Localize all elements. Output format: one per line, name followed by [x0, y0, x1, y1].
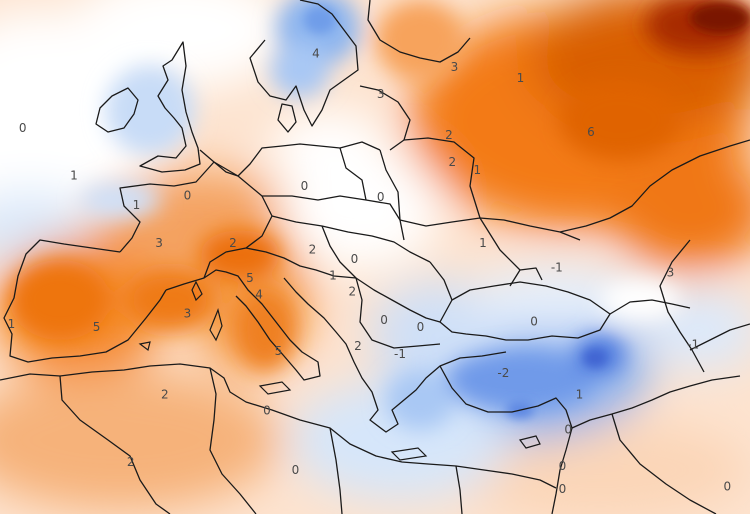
anomaly-label: 0: [564, 423, 572, 437]
anomaly-label: 0: [559, 482, 567, 496]
anomaly-label: 0: [377, 190, 385, 204]
anomaly-label: 0: [559, 459, 567, 473]
anomaly-label: 0: [292, 463, 300, 477]
anomaly-label: 1: [133, 198, 141, 212]
anomaly-label: 2: [309, 243, 317, 257]
anomaly-label: 0: [19, 121, 27, 135]
anomaly-label: 1: [473, 163, 481, 177]
anomaly-label: 0: [380, 313, 388, 327]
anomaly-label: 6: [587, 125, 595, 139]
anomaly-label: 2: [448, 155, 456, 169]
anomaly-label: 3: [184, 306, 192, 320]
anomaly-label: 0: [301, 179, 309, 193]
islands: [138, 280, 541, 461]
anomaly-label: 1: [70, 168, 78, 182]
anomaly-label: 1: [329, 268, 337, 282]
anomaly-label: 1: [517, 71, 525, 85]
anomaly-label: 0: [530, 314, 538, 328]
anomaly-label: 3: [667, 266, 675, 280]
anomaly-label: 2: [354, 339, 362, 353]
anomaly-label: 5: [93, 320, 101, 334]
anomaly-label: 3: [155, 236, 163, 250]
anomaly-label: 2: [229, 236, 237, 250]
anomaly-label: 0: [417, 320, 425, 334]
anomaly-label: 3: [451, 60, 459, 74]
anomaly-label: 0: [184, 189, 192, 203]
anomaly-label: 0: [351, 252, 359, 266]
anomaly-label: 0: [723, 479, 731, 493]
anomaly-label: -1: [394, 347, 406, 361]
anomaly-label: 0: [263, 404, 271, 418]
anomaly-label: 2: [348, 285, 356, 299]
anomaly-label: 1: [8, 317, 16, 331]
anomaly-label: 5: [246, 271, 254, 285]
anomaly-label: -1: [551, 260, 563, 274]
anomaly-label: 1: [479, 236, 487, 250]
anomaly-label: 4: [312, 47, 320, 61]
anomaly-label: -2: [497, 366, 509, 380]
anomaly-label: 4: [255, 287, 263, 301]
anomaly-label: 2: [445, 128, 453, 142]
anomaly-label: 1: [576, 388, 584, 402]
anomaly-label: 2: [127, 455, 135, 469]
anomaly-label: -1: [687, 337, 699, 351]
anomaly-label: 3: [377, 87, 385, 101]
anomaly-label: 5: [275, 344, 283, 358]
anomaly-label: 2: [161, 388, 169, 402]
